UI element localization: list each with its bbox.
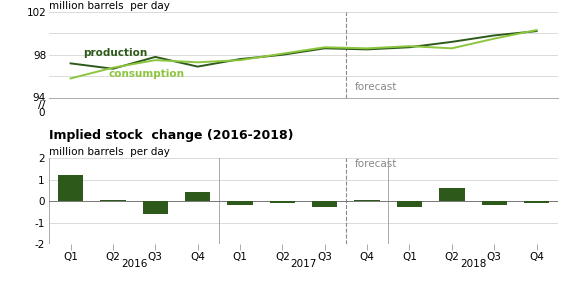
Bar [185, 192, 210, 201]
Bar [439, 188, 465, 201]
Text: forecast: forecast [354, 158, 397, 168]
Text: million barrels  per day: million barrels per day [49, 147, 170, 157]
Text: consumption: consumption [109, 69, 185, 79]
Bar [58, 175, 83, 201]
Text: //: // [38, 100, 45, 110]
Text: production: production [83, 48, 148, 58]
Text: 94: 94 [32, 93, 45, 103]
Bar [312, 201, 338, 208]
Text: forecast: forecast [354, 82, 397, 92]
Bar [227, 201, 253, 205]
Bar [270, 201, 295, 203]
Bar [142, 201, 168, 214]
Text: 0: 0 [39, 108, 45, 118]
Bar [100, 200, 125, 201]
Text: 2016: 2016 [121, 259, 148, 269]
Bar [524, 201, 549, 203]
Text: 2018: 2018 [460, 259, 486, 269]
Bar [354, 200, 380, 201]
Bar [482, 201, 507, 205]
Bar [397, 201, 422, 208]
Text: 2017: 2017 [290, 259, 317, 269]
Text: Implied stock  change (2016-2018): Implied stock change (2016-2018) [49, 128, 294, 141]
Text: million barrels  per day: million barrels per day [49, 1, 170, 11]
